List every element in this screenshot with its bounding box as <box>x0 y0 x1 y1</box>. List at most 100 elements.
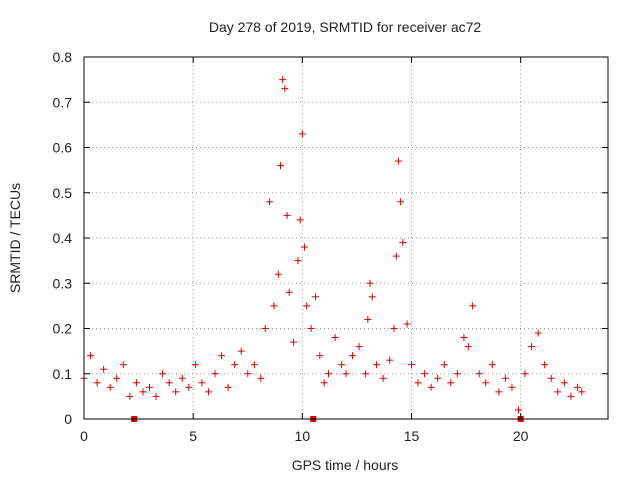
x-tick-label: 15 <box>404 428 420 444</box>
data-point <box>397 198 405 206</box>
data-point <box>301 243 309 251</box>
data-point <box>274 270 282 278</box>
data-point <box>325 370 333 378</box>
data-point <box>373 361 381 369</box>
x-tick-labels: 0 5 10 15 20 <box>80 428 529 444</box>
grid-lines <box>84 57 608 419</box>
tick-marks <box>83 56 608 420</box>
data-point <box>126 392 134 400</box>
data-point <box>298 130 306 138</box>
data-point <box>283 211 291 219</box>
data-point <box>349 352 357 360</box>
data-point <box>547 374 555 382</box>
data-point <box>303 302 311 310</box>
data-point <box>386 356 394 364</box>
data-point <box>368 293 376 301</box>
data-point <box>392 252 400 260</box>
data-point <box>464 343 472 351</box>
data-point <box>290 338 298 346</box>
data-point <box>93 379 101 387</box>
data-point <box>578 388 586 396</box>
data-point <box>185 383 193 391</box>
data-point <box>218 352 226 360</box>
data-point <box>508 383 516 391</box>
data-point <box>440 361 448 369</box>
data-point <box>567 392 575 400</box>
x-tick-label: 5 <box>189 428 197 444</box>
data-point <box>488 361 496 369</box>
data-point <box>257 374 265 382</box>
y-tick-label: 0.3 <box>53 275 73 291</box>
data-point <box>244 370 252 378</box>
data-point <box>554 388 562 396</box>
data-point <box>106 383 114 391</box>
data-point <box>316 352 324 360</box>
data-point <box>87 352 95 360</box>
data-point <box>250 361 258 369</box>
data-point <box>132 379 140 387</box>
data-point <box>541 361 549 369</box>
data-point <box>366 279 374 287</box>
data-point <box>211 370 219 378</box>
y-tick-label: 0.8 <box>53 49 73 65</box>
data-point <box>521 370 529 378</box>
data-point <box>296 216 304 224</box>
data-point <box>178 374 186 382</box>
data-point <box>390 325 398 332</box>
x-tick-label: 20 <box>513 428 529 444</box>
data-point <box>277 162 284 170</box>
data-point <box>100 365 108 373</box>
data-point <box>560 379 568 387</box>
data-point <box>307 325 315 332</box>
data-point <box>408 361 415 369</box>
data-point <box>113 374 121 382</box>
data-point <box>379 374 387 382</box>
data-point <box>139 388 147 396</box>
data-point <box>204 388 212 396</box>
data-point <box>573 383 581 391</box>
data-point <box>399 239 407 247</box>
chart-title: Day 278 of 2019, SRMTID for receiver ac7… <box>209 19 482 35</box>
data-point <box>460 334 468 342</box>
data-point <box>165 379 173 387</box>
data-point <box>475 370 483 378</box>
y-tick-labels: 0 0.1 0.2 0.3 0.4 0.5 0.6 0.7 0.8 <box>53 49 73 427</box>
y-tick-label: 0.2 <box>53 321 73 337</box>
y-tick-label: 0.6 <box>53 140 73 156</box>
data-point <box>119 361 127 369</box>
data-point <box>469 302 477 310</box>
data-point <box>279 76 287 84</box>
data-point <box>514 406 522 414</box>
data-point <box>159 370 167 378</box>
data-points <box>80 76 586 414</box>
data-point <box>198 379 206 387</box>
data-point <box>231 361 239 369</box>
data-point <box>501 374 509 382</box>
data-point <box>342 370 350 378</box>
data-point <box>534 329 542 337</box>
data-point <box>364 315 372 323</box>
data-point <box>403 320 411 328</box>
data-point <box>495 388 503 396</box>
data-point <box>447 379 455 387</box>
data-point <box>394 157 402 165</box>
data-point <box>311 293 319 301</box>
data-point <box>294 257 302 265</box>
data-point <box>152 392 160 400</box>
x-axis-label: GPS time / hours <box>292 457 399 473</box>
data-point <box>414 379 422 387</box>
data-point <box>434 374 442 382</box>
data-point <box>285 288 293 296</box>
y-tick-label: 0.7 <box>53 94 73 110</box>
y-axis-label: SRMTID / TECUs <box>7 183 23 293</box>
data-point <box>270 302 278 310</box>
data-point <box>261 325 269 332</box>
data-point <box>362 370 370 378</box>
data-point <box>191 361 199 369</box>
data-point <box>528 343 536 351</box>
data-point <box>427 383 435 391</box>
y-tick-label: 0.1 <box>53 366 73 382</box>
x-tick-label: 10 <box>295 428 311 444</box>
